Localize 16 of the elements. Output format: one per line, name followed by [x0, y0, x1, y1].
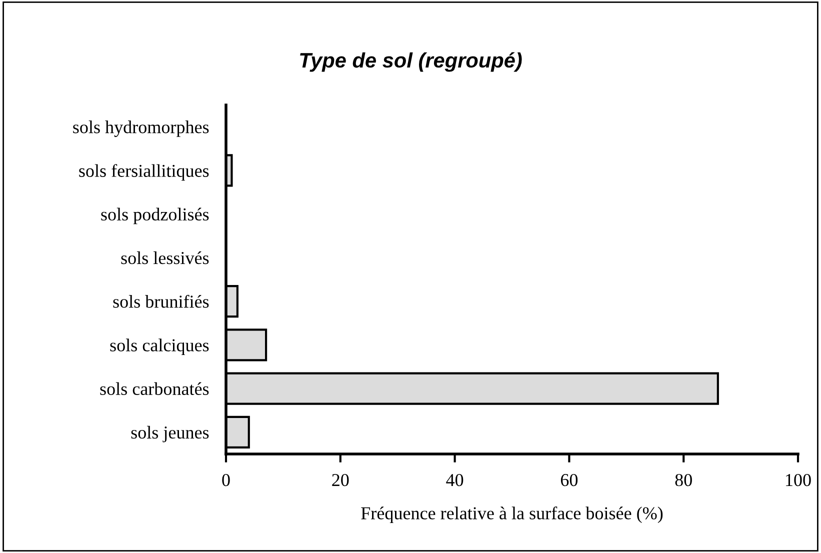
y-tick-label: sols jeunes: [131, 426, 209, 442]
y-tick-label: sols carbonatés: [100, 382, 209, 396]
y-tick-label: sols fersiallitiques: [79, 164, 209, 181]
y-tick-label: sols brunifiés: [113, 294, 209, 308]
x-axis-title: Fréquence relative à la surface boisée (%): [361, 506, 663, 524]
x-tick-label: 20: [332, 474, 349, 486]
x-tick-label: 60: [560, 474, 578, 486]
chart-title: Type de sol (regroupé): [300, 52, 522, 72]
y-tick-label: sols hydromorphes: [73, 120, 209, 137]
y-tick-label: sols calciques: [110, 338, 209, 356]
x-tick-label: 0: [222, 474, 230, 486]
y-tick-label: sols podzolisés: [101, 208, 209, 224]
y-tick-label: sols lessivés: [121, 251, 209, 264]
x-tick-label: 80: [675, 474, 692, 486]
x-tick-label: 40: [446, 474, 464, 486]
x-tick-label: 100: [786, 474, 811, 486]
